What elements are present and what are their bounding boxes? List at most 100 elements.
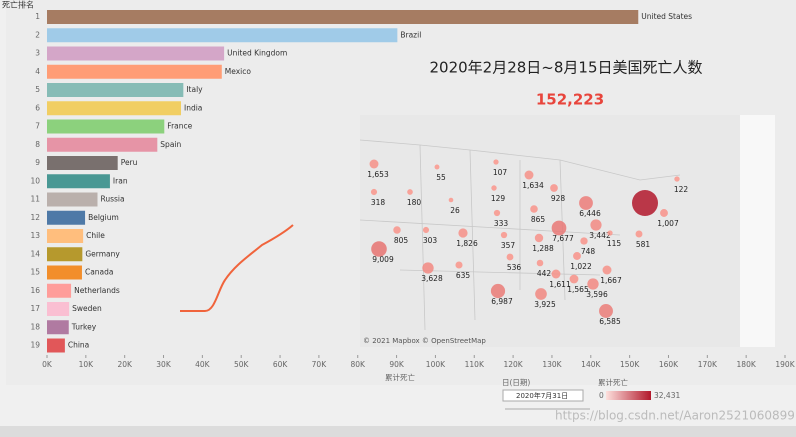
rank: 16 [30, 286, 40, 295]
bubble [536, 259, 544, 267]
bubble [602, 265, 612, 275]
bar-label: China [68, 341, 89, 350]
x-tick-label: 10K [79, 360, 95, 369]
x-tick-label: 130K [542, 360, 562, 369]
bubble [491, 185, 497, 191]
bubble-label: 1,611 [549, 280, 571, 289]
bar-label: United Kingdom [227, 49, 287, 58]
x-tick-label: 160K [659, 360, 679, 369]
bubble [569, 274, 579, 284]
bar-label: Netherlands [74, 286, 120, 295]
bubble [535, 288, 547, 300]
bubble-label: 333 [494, 219, 509, 228]
bar [47, 229, 84, 243]
bubble-label: 6,987 [491, 297, 513, 306]
x-tick-label: 80K [351, 360, 367, 369]
x-tick-label: 40K [195, 360, 211, 369]
rank: 9 [35, 158, 40, 167]
bar [47, 46, 225, 61]
x-tick-label: 170K [698, 360, 718, 369]
bar-label: Germany [85, 249, 120, 258]
total: 152,223 [536, 91, 604, 109]
rank: 14 [30, 249, 40, 258]
bubble [534, 233, 544, 243]
rank: 8 [35, 140, 40, 149]
bubble-label: 635 [456, 271, 471, 280]
bubble-label: 7,677 [552, 234, 574, 243]
x-tick-label: 30K [156, 360, 172, 369]
x-tick-label: 190K [775, 360, 795, 369]
bubble [551, 269, 561, 279]
x-tick-label: 110K [465, 360, 485, 369]
x-tick-label: 0K [42, 360, 53, 369]
bubble-label: 1,007 [657, 219, 679, 228]
bubble [407, 189, 413, 195]
rank: 12 [30, 213, 40, 222]
bubble-label: 122 [674, 185, 689, 194]
bar [47, 137, 158, 152]
bar-label: France [167, 122, 192, 131]
bar-label: Chile [86, 231, 105, 240]
bubble-label: 26 [450, 206, 460, 215]
x-tick-label: 60K [273, 360, 289, 369]
bubble-label: 865 [531, 215, 546, 224]
bar [47, 192, 98, 207]
filter-label: 日(日期) [502, 378, 530, 387]
bubble-label: 442 [537, 269, 552, 278]
legend-max: 32,431 [654, 391, 680, 400]
rank: 18 [30, 322, 40, 331]
bubble [422, 226, 430, 234]
bar [47, 320, 69, 335]
bubble [506, 253, 514, 261]
bar [47, 247, 83, 262]
bubble-label: 536 [507, 263, 522, 272]
rank: 13 [30, 231, 40, 240]
bubble-label: 805 [394, 236, 409, 245]
bubble-label: 1,565 [567, 285, 589, 294]
bar-label: United States [641, 12, 692, 21]
bubble [370, 188, 378, 196]
bubble-label: 107 [493, 168, 508, 177]
bubble [551, 220, 567, 236]
bubble-label: 1,653 [367, 170, 389, 179]
bubble-label: 928 [551, 194, 566, 203]
bar-label: Turkey [71, 322, 97, 331]
bubble-label: 1,826 [456, 239, 478, 248]
map [360, 115, 775, 347]
bubble [632, 190, 658, 216]
rank: 11 [30, 195, 40, 204]
bar [47, 156, 118, 170]
rank: 15 [30, 268, 40, 277]
bubble [635, 230, 643, 238]
bubble [590, 219, 602, 231]
bar-label: Sweden [72, 304, 102, 313]
bubble-label: 748 [581, 247, 596, 256]
bar [47, 338, 65, 353]
bubble-label: 3,596 [586, 290, 608, 299]
rank: 7 [35, 122, 40, 131]
bar [47, 302, 70, 316]
bubble [371, 241, 387, 257]
bubble-label: 303 [423, 236, 438, 245]
bar [47, 28, 398, 43]
date-dropdown[interactable] [502, 389, 584, 402]
bubble [455, 261, 463, 269]
bar-label: Mexico [225, 67, 252, 76]
bubble-label: 180 [407, 198, 422, 207]
x-tick-label: 150K [620, 360, 640, 369]
bubble [580, 237, 588, 245]
bubble [458, 228, 468, 238]
bar-label: Brazil [400, 30, 421, 39]
bubble [587, 278, 599, 290]
bubble [607, 230, 613, 236]
attribution: © 2021 Mapbox © OpenStreetMap [363, 337, 486, 345]
bubble [599, 304, 613, 318]
bubble-label: 3,442 [589, 231, 611, 240]
scrollbar[interactable] [0, 426, 796, 437]
bar [47, 265, 82, 280]
bar-label: Canada [85, 268, 114, 277]
bar [47, 283, 72, 298]
bubble-label: 9,009 [372, 255, 394, 264]
